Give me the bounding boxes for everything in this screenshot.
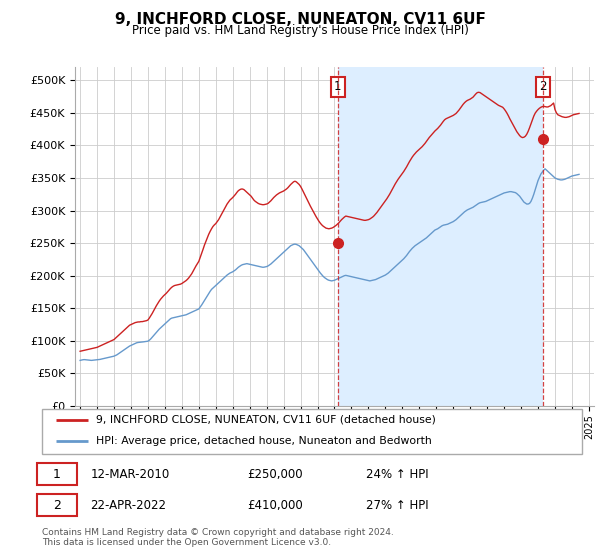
Text: 27% ↑ HPI: 27% ↑ HPI <box>366 498 428 512</box>
Bar <box>338 67 543 406</box>
FancyBboxPatch shape <box>37 494 77 516</box>
Text: 22-APR-2022: 22-APR-2022 <box>91 498 167 512</box>
FancyBboxPatch shape <box>37 463 77 485</box>
Text: 9, INCHFORD CLOSE, NUNEATON, CV11 6UF (detached house): 9, INCHFORD CLOSE, NUNEATON, CV11 6UF (d… <box>96 415 436 425</box>
Text: 12-MAR-2010: 12-MAR-2010 <box>91 468 170 480</box>
Text: 1: 1 <box>53 468 61 480</box>
FancyBboxPatch shape <box>42 409 582 454</box>
Text: Price paid vs. HM Land Registry's House Price Index (HPI): Price paid vs. HM Land Registry's House … <box>131 24 469 37</box>
Text: 24% ↑ HPI: 24% ↑ HPI <box>366 468 428 480</box>
Text: HPI: Average price, detached house, Nuneaton and Bedworth: HPI: Average price, detached house, Nune… <box>96 436 432 446</box>
Text: £250,000: £250,000 <box>247 468 303 480</box>
Text: 1: 1 <box>334 80 341 94</box>
Text: Contains HM Land Registry data © Crown copyright and database right 2024.
This d: Contains HM Land Registry data © Crown c… <box>42 528 394 547</box>
Text: £410,000: £410,000 <box>247 498 303 512</box>
Text: 2: 2 <box>53 498 61 512</box>
Text: 9, INCHFORD CLOSE, NUNEATON, CV11 6UF: 9, INCHFORD CLOSE, NUNEATON, CV11 6UF <box>115 12 485 27</box>
Text: 2: 2 <box>539 80 547 94</box>
